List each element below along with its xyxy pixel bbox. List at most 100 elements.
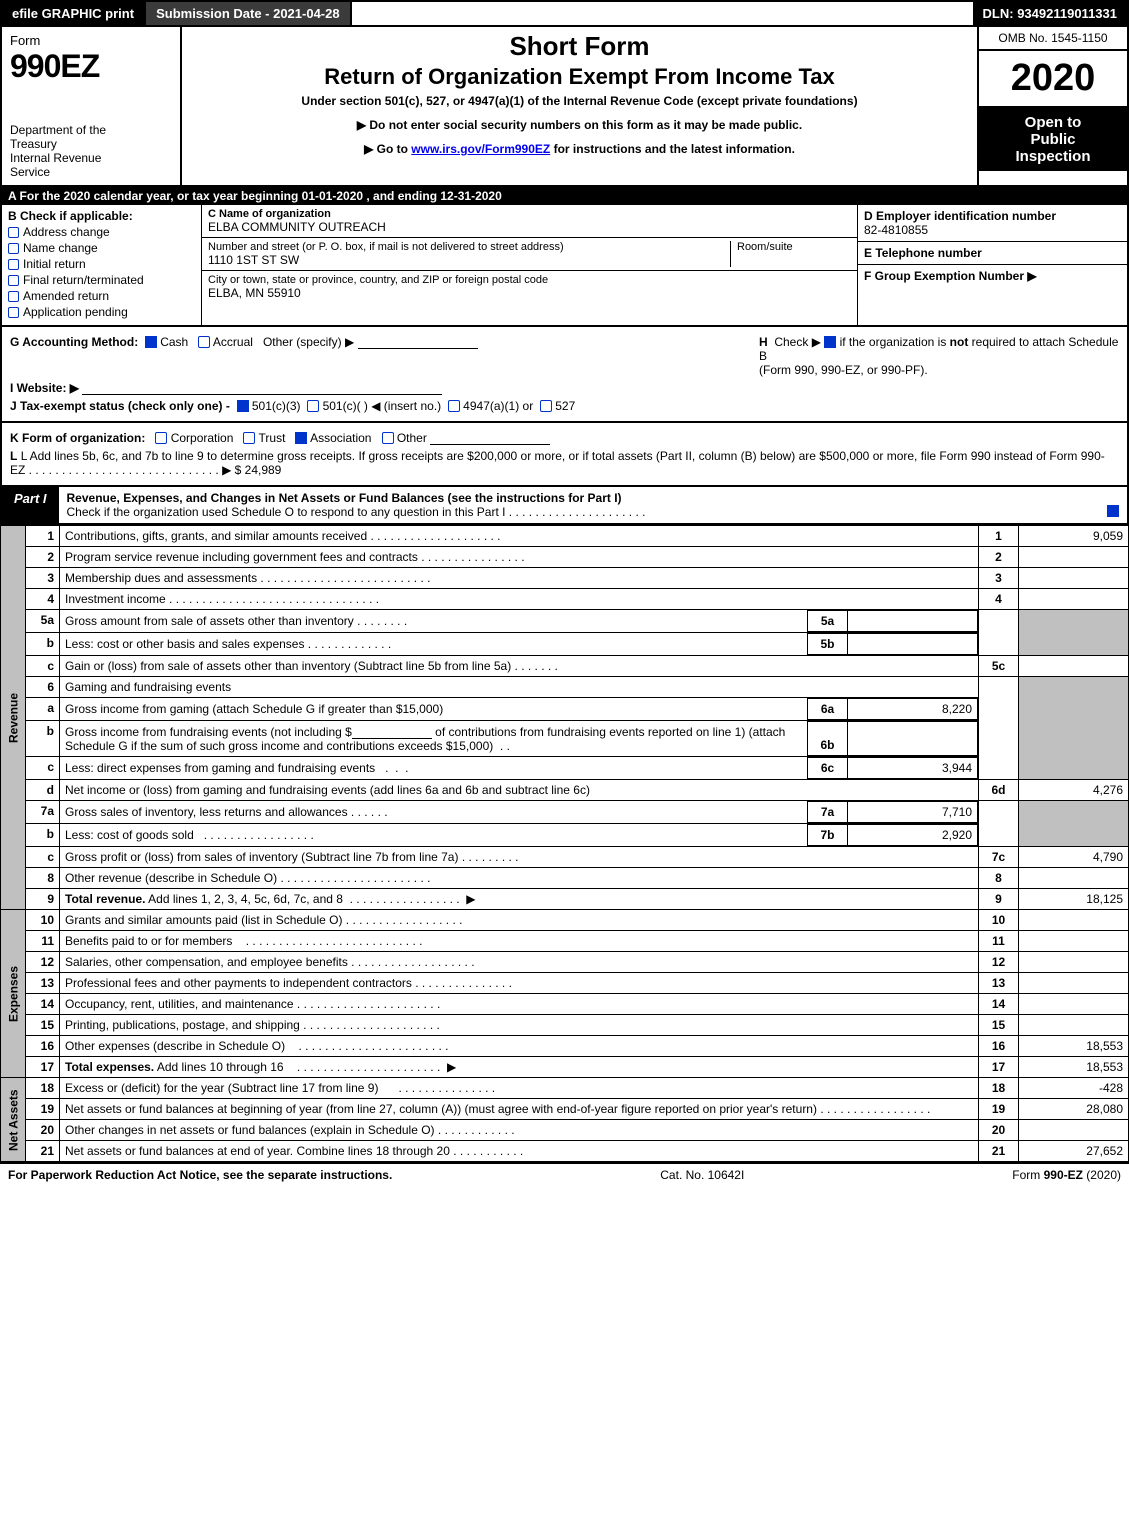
cb-other-org[interactable] [382, 432, 394, 444]
l10-val [1019, 910, 1129, 931]
l16-desc: Other expenses (describe in Schedule O) … [60, 1036, 979, 1057]
other-specify-input[interactable] [358, 335, 478, 349]
l18-desc: Excess or (deficit) for the year (Subtra… [60, 1078, 979, 1099]
l6c-subval: 3,944 [848, 758, 978, 779]
cb-501c3[interactable] [237, 400, 249, 412]
row-7b: b Less: cost of goods sold . . . . . . .… [1, 824, 1129, 847]
row-11: 11 Benefits paid to or for members . . .… [1, 931, 1129, 952]
l14-desc: Occupancy, rent, utilities, and maintena… [60, 994, 979, 1015]
l7b-desc: Less: cost of goods sold . . . . . . . .… [60, 825, 808, 846]
l3-desc: Membership dues and assessments . . . . … [60, 568, 979, 589]
city-label: City or town, state or province, country… [208, 274, 548, 286]
l5c-no: c [26, 656, 60, 677]
l9-val: 18,125 [1019, 889, 1129, 910]
l5a-desc-wrap: Gross amount from sale of assets other t… [60, 610, 979, 633]
opt-501c3: 501(c)(3) [252, 399, 301, 413]
cb-501c[interactable] [307, 400, 319, 412]
irs-link[interactable]: www.irs.gov/Form990EZ [411, 142, 550, 156]
l2-no: 2 [26, 547, 60, 568]
l6b-amount-input[interactable] [352, 725, 432, 739]
l6-no: 6 [26, 677, 60, 698]
l21-desc: Net assets or fund balances at end of ye… [60, 1141, 979, 1162]
row-6d: d Net income or (loss) from gaming and f… [1, 780, 1129, 801]
form-number: 990EZ [10, 48, 172, 85]
efile-print-button[interactable]: efile GRAPHIC print [2, 2, 146, 25]
cb-cash[interactable] [145, 336, 157, 348]
submission-date-button[interactable]: Submission Date - 2021-04-28 [146, 2, 352, 25]
toolbar-spacer [352, 2, 973, 25]
line-l-amount: 24,989 [245, 463, 282, 477]
l6c-no: c [26, 757, 60, 780]
group-exemption-label: F Group Exemption Number ▶ [864, 269, 1037, 283]
l10-no: 10 [26, 910, 60, 931]
row-4: 4 Investment income . . . . . . . . . . … [1, 589, 1129, 610]
room-suite-label: Room/suite [731, 241, 851, 267]
l2-col: 2 [979, 547, 1019, 568]
form-word: Form [10, 33, 172, 48]
l5c-desc: Gain or (loss) from sale of assets other… [60, 656, 979, 677]
l13-desc: Professional fees and other payments to … [60, 973, 979, 994]
l6b-desc: Gross income from fundraising events (no… [60, 722, 808, 756]
header-left: Form 990EZ Department of theTreasuryInte… [2, 27, 182, 185]
cb-address-change[interactable]: Address change [8, 225, 195, 239]
row-15: 15 Printing, publications, postage, and … [1, 1015, 1129, 1036]
cb-trust[interactable] [243, 432, 255, 444]
l5a-desc: Gross amount from sale of assets other t… [60, 611, 808, 632]
l6-desc: Gaming and fundraising events [60, 677, 979, 698]
other-org-input[interactable] [430, 431, 550, 445]
cb-amended-return[interactable]: Amended return [8, 289, 195, 303]
form-title-1: Short Form [190, 31, 969, 62]
l18-col: 18 [979, 1078, 1019, 1099]
l17-val: 18,553 [1019, 1057, 1129, 1078]
line-k-label: K Form of organization: [10, 431, 145, 445]
open-to-public-label: Open toPublicInspection [979, 106, 1127, 171]
box-d: D Employer identification number 82-4810… [858, 205, 1127, 242]
l7b-sub: 7b [808, 825, 848, 846]
form-title-2: Return of Organization Exempt From Incom… [190, 64, 969, 90]
cb-initial-return[interactable]: Initial return [8, 257, 195, 271]
l7a-sub: 7a [808, 802, 848, 823]
cb-association[interactable] [295, 432, 307, 444]
row-13: 13 Professional fees and other payments … [1, 973, 1129, 994]
l7a-desc-wrap: Gross sales of inventory, less returns a… [60, 801, 979, 824]
cb-final-return[interactable]: Final return/terminated [8, 273, 195, 287]
opt-other-org: Other [397, 431, 427, 445]
org-name-value: ELBA COMMUNITY OUTREACH [208, 220, 386, 234]
line-l-arrow: ▶ $ [222, 463, 241, 477]
org-name-label: C Name of organization [208, 208, 331, 220]
org-name-cell: C Name of organization ELBA COMMUNITY OU… [202, 205, 857, 238]
row-16: 16 Other expenses (describe in Schedule … [1, 1036, 1129, 1057]
l19-desc: Net assets or fund balances at beginning… [60, 1099, 979, 1120]
city-value: ELBA, MN 55910 [208, 286, 301, 300]
l4-no: 4 [26, 589, 60, 610]
line-g: H Check ▶ if the organization is not req… [10, 335, 1119, 377]
l7c-desc: Gross profit or (loss) from sales of inv… [60, 847, 979, 868]
l11-no: 11 [26, 931, 60, 952]
l19-col: 19 [979, 1099, 1019, 1120]
l19-val: 28,080 [1019, 1099, 1129, 1120]
footer-mid: Cat. No. 10642I [660, 1168, 744, 1182]
l6b-sub: 6b [808, 722, 848, 756]
lines-k-l: K Form of organization: Corporation Trus… [0, 423, 1129, 487]
cb-application-pending[interactable]: Application pending [8, 305, 195, 319]
box-b-label: B Check if applicable: [8, 209, 195, 223]
part-1-checkbox[interactable] [1107, 505, 1119, 517]
box-b: B Check if applicable: Address change Na… [2, 205, 202, 325]
l3-val [1019, 568, 1129, 589]
l3-no: 3 [26, 568, 60, 589]
l6a-desc-wrap: Gross income from gaming (attach Schedul… [60, 698, 979, 721]
opt-corporation: Corporation [171, 431, 234, 445]
cb-corporation[interactable] [155, 432, 167, 444]
line-h-checkbox[interactable] [824, 336, 836, 348]
row-9: 9 Total revenue. Add lines 1, 2, 3, 4, 5… [1, 889, 1129, 910]
l5b-no: b [26, 633, 60, 656]
cb-527[interactable] [540, 400, 552, 412]
website-input[interactable] [82, 381, 442, 395]
l20-no: 20 [26, 1120, 60, 1141]
opt-association: Association [310, 431, 371, 445]
cb-4947[interactable] [448, 400, 460, 412]
omb-number: OMB No. 1545-1150 [979, 27, 1127, 51]
row-12: 12 Salaries, other compensation, and emp… [1, 952, 1129, 973]
cb-name-change[interactable]: Name change [8, 241, 195, 255]
cb-accrual[interactable] [198, 336, 210, 348]
